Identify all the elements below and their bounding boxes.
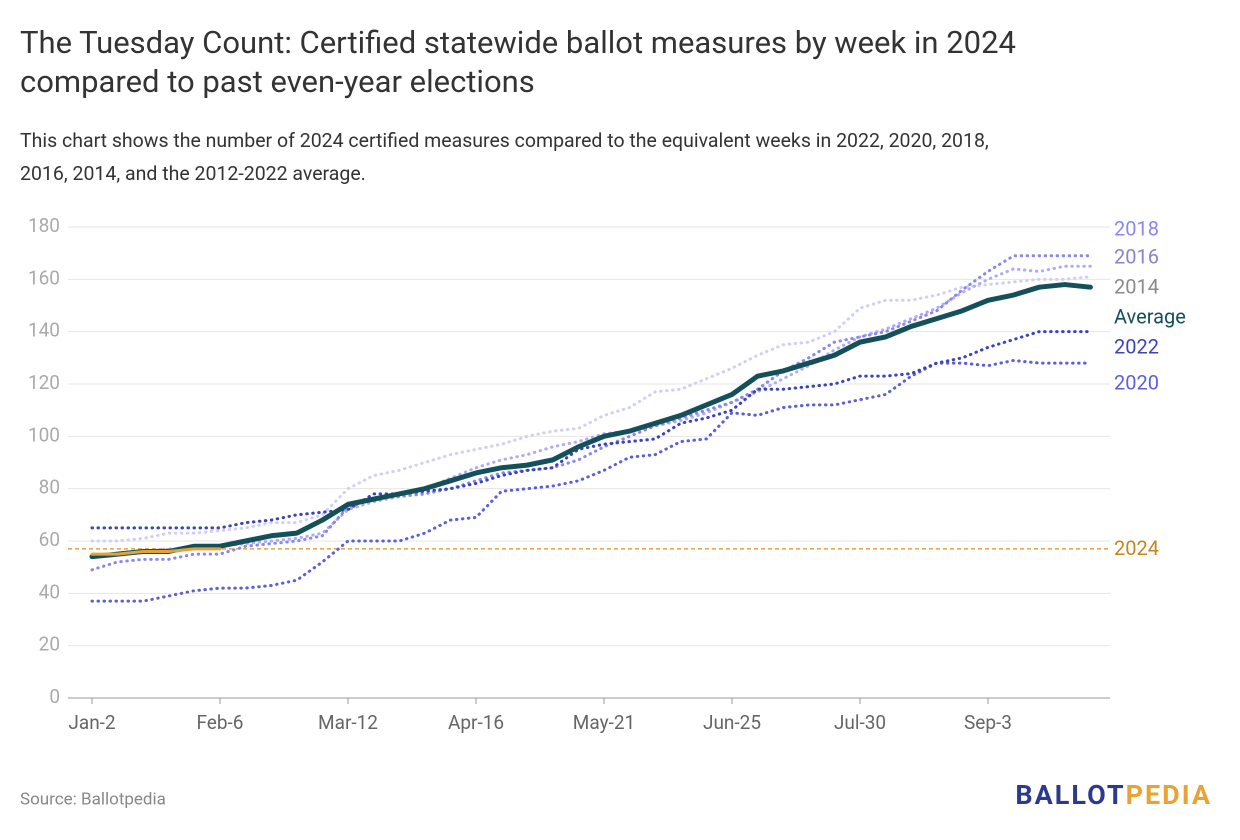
- y-tick-label: 140: [28, 319, 60, 342]
- y-tick-label: 180: [28, 214, 60, 237]
- y-tick-label: 100: [28, 423, 60, 446]
- x-tick-label: Jan-2: [68, 711, 115, 734]
- source: Source: Ballotpedia: [20, 789, 166, 809]
- y-tick-label: 120: [28, 371, 60, 394]
- x-tick-label: Apr-16: [448, 711, 504, 734]
- x-tick-label: Mar-12: [318, 711, 378, 734]
- chart-title: compared to past even-year elections: [20, 63, 535, 100]
- series-line: [90, 275, 1092, 543]
- series-label: 2018: [1114, 216, 1159, 240]
- y-tick-label: 20: [39, 633, 60, 656]
- chart-subtitle: 2016, 2014, and the 2012-2022 average.: [20, 162, 366, 185]
- logo-part: PEDIA: [1126, 779, 1212, 811]
- y-tick-label: 60: [39, 528, 60, 551]
- logo-part: BALLOT: [1015, 779, 1125, 811]
- series-line: [90, 330, 1092, 530]
- x-tick-label: May-21: [573, 711, 635, 734]
- chart-subtitle: This chart shows the number of 2024 cert…: [20, 129, 989, 152]
- y-tick-label: 80: [39, 476, 60, 499]
- series-label: Average: [1114, 304, 1186, 328]
- series-line: [90, 254, 1092, 572]
- series-line: [90, 358, 1092, 603]
- series-line: [90, 264, 1092, 559]
- x-tick-label: Feb-6: [197, 711, 244, 734]
- y-tick-label: 40: [39, 580, 60, 603]
- chart-title: The Tuesday Count: Certified statewide b…: [20, 24, 1016, 61]
- y-tick-label: 0: [49, 685, 60, 708]
- series-line: [90, 547, 222, 556]
- logo: BALLOTPEDIA: [1015, 779, 1212, 811]
- x-tick-label: Jul-30: [834, 711, 886, 734]
- series-line: [89, 282, 1093, 560]
- series-label: 2016: [1114, 244, 1159, 268]
- series-label: 2020: [1114, 370, 1159, 394]
- series-label: 2014: [1114, 274, 1159, 298]
- x-tick-label: Jun-25: [703, 711, 761, 734]
- series-label: 2022: [1114, 334, 1159, 358]
- reference-label: 2024: [1114, 536, 1159, 560]
- x-tick-label: Sep-3: [964, 711, 1012, 734]
- y-tick-label: 160: [28, 266, 60, 289]
